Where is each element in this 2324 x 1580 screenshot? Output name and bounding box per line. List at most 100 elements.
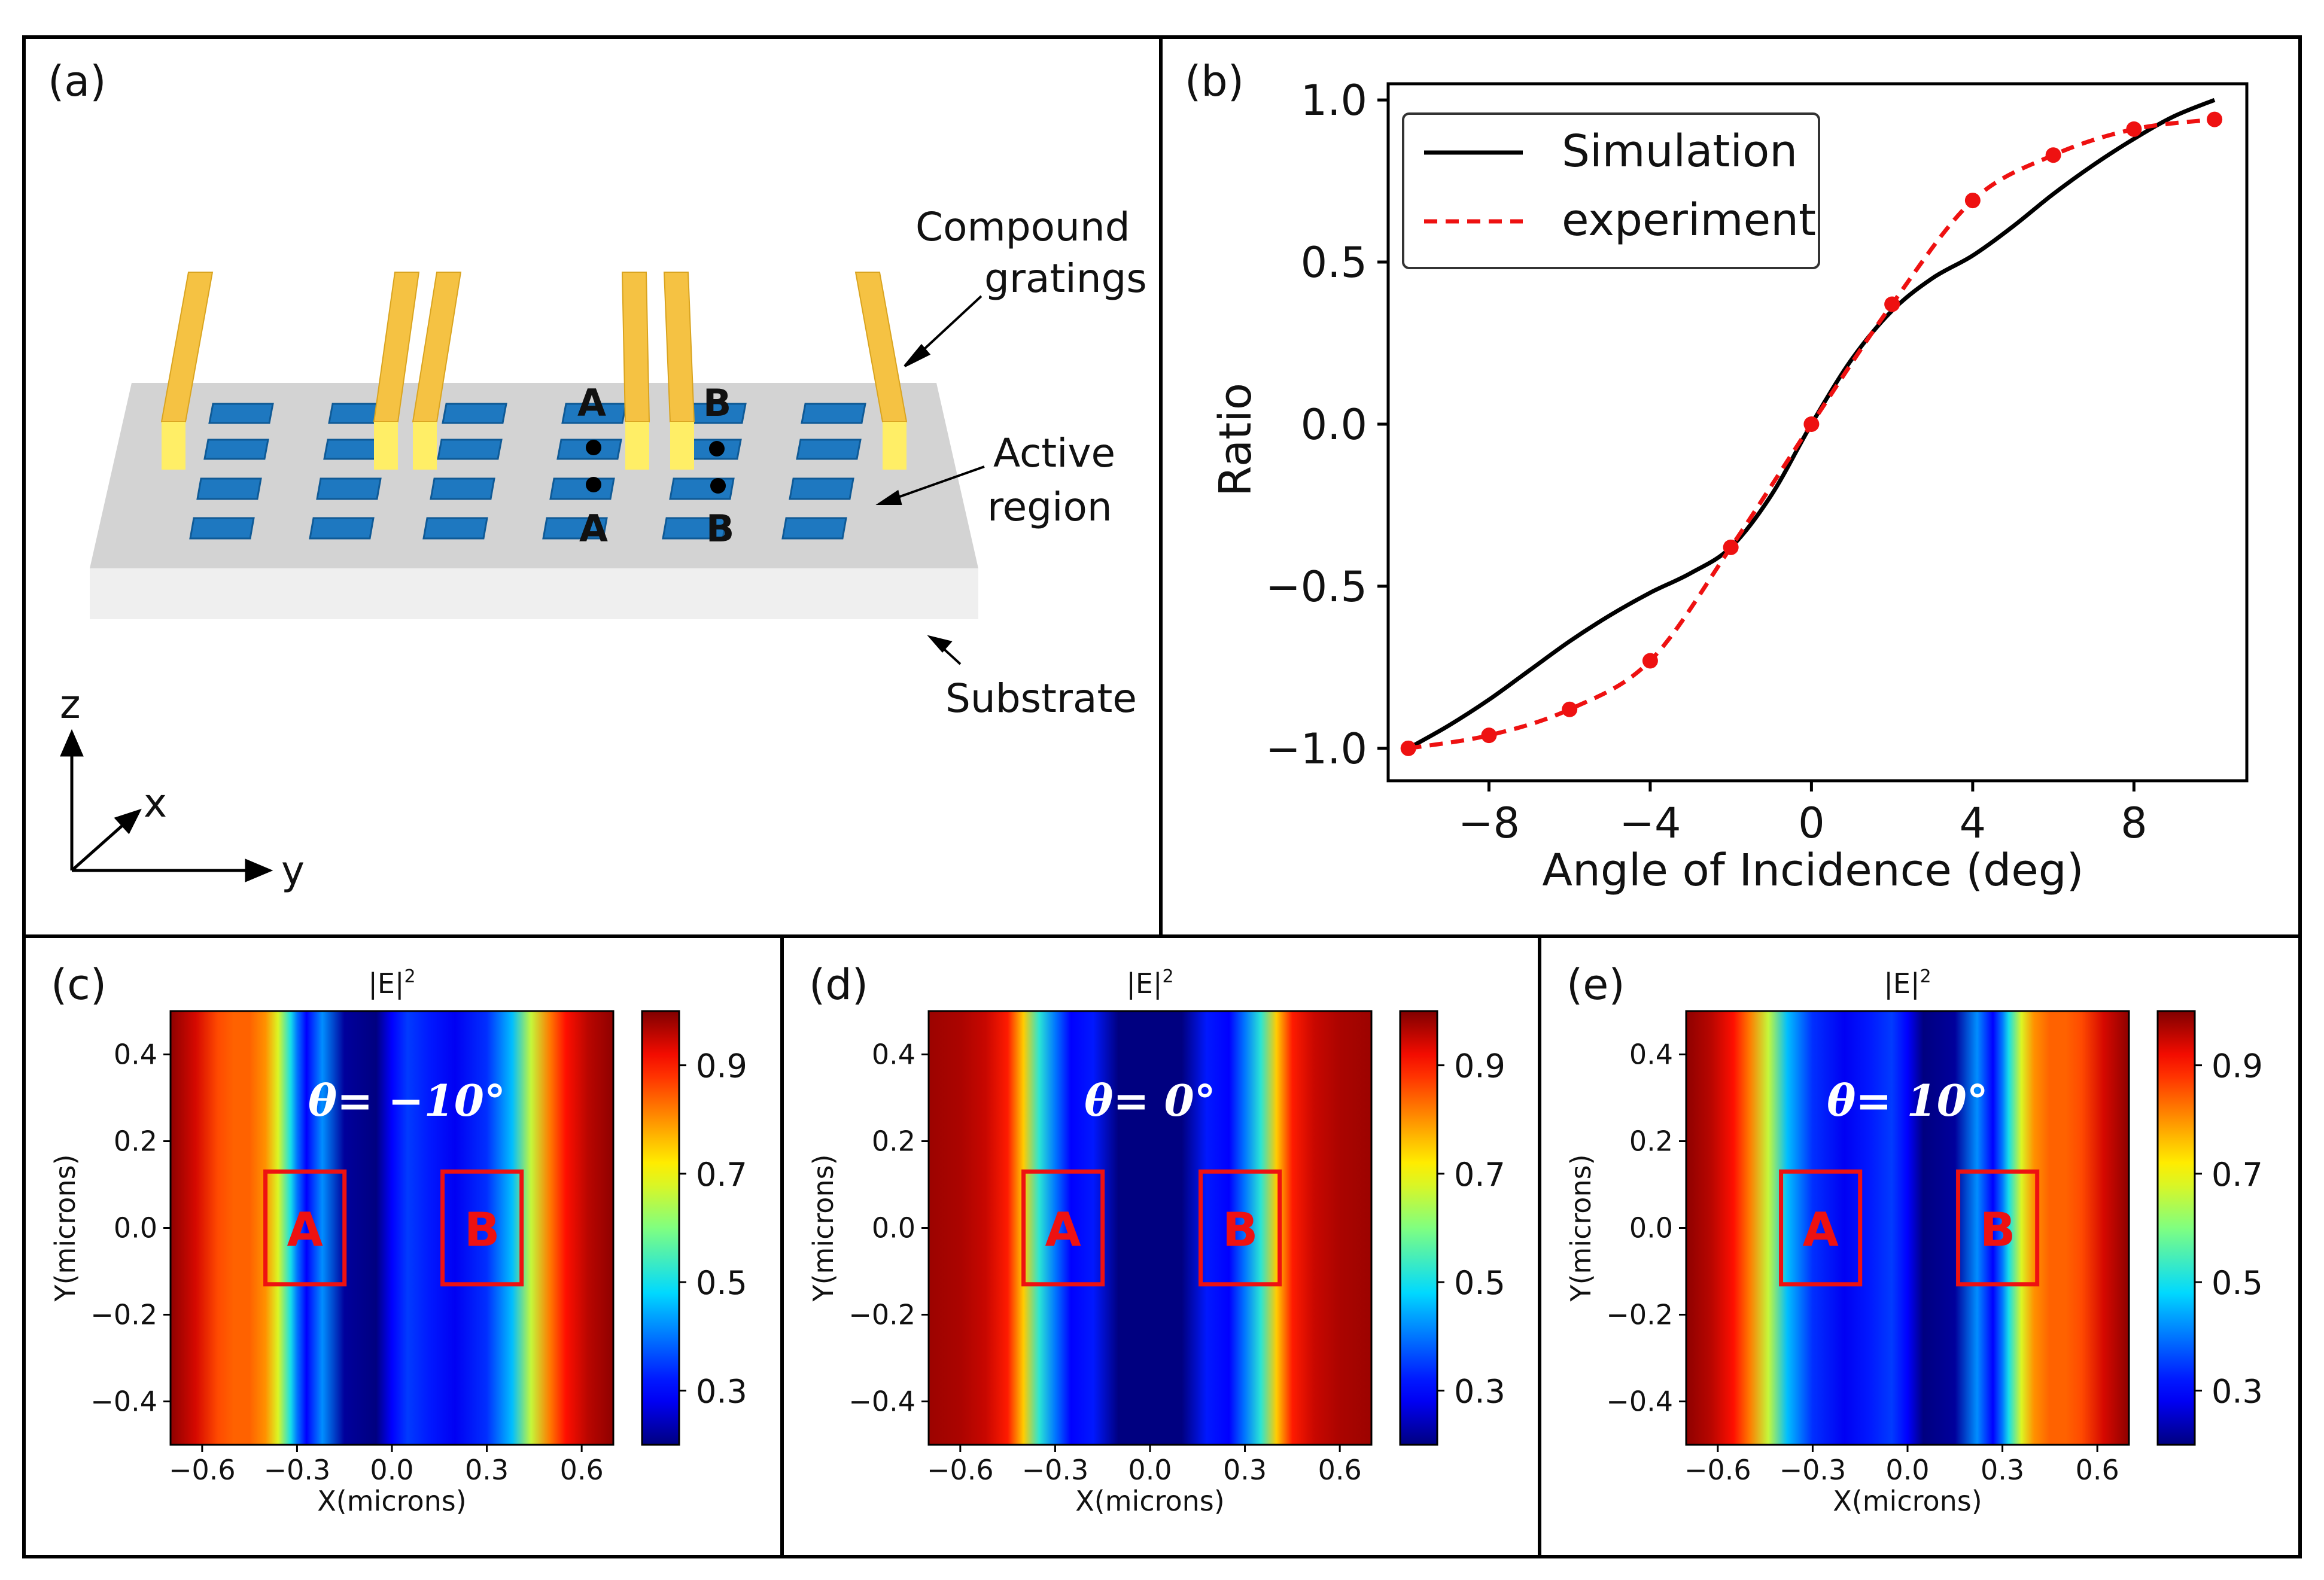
gratings-label-line1: Compound (915, 204, 1130, 250)
colorbar (1399, 1010, 1438, 1446)
region-box-a-label: A (1045, 1204, 1081, 1258)
x-tick-label: −0.6 (169, 1454, 236, 1486)
y-tick-label: 0.4 (1629, 1039, 1673, 1071)
grating-bar-end (883, 422, 907, 470)
y-tick-label: −0.4 (1606, 1386, 1673, 1418)
y-tick-label: 0.4 (114, 1039, 157, 1071)
x-axis-label: X(microns) (317, 1485, 466, 1517)
legend: Simulation experiment (1402, 112, 1820, 269)
experiment-point (1400, 740, 1416, 756)
title-base: |E| (1126, 967, 1162, 1000)
point-a-top-label: A (577, 381, 606, 425)
experiment-point (1964, 193, 1981, 209)
panel-label: (c) (51, 960, 107, 1009)
coordinate-axes (60, 729, 273, 882)
point-b-bottom-label: B (706, 507, 734, 550)
axis-x-label: x (144, 780, 167, 826)
y-axis-label: Y(microns) (807, 1154, 839, 1302)
colorbar-tick-label: 0.3 (696, 1372, 747, 1410)
point-a-bottom-label: A (579, 507, 608, 550)
y-tick-label: −0.2 (1606, 1299, 1673, 1331)
x-tick-label: 4 (1960, 799, 1987, 848)
colorbar-tick-label: 0.9 (1454, 1048, 1505, 1085)
active-block (796, 439, 862, 460)
active-block (189, 517, 255, 540)
x-axis-label: X(microns) (1075, 1485, 1224, 1517)
active-block (430, 477, 495, 500)
active-block (789, 477, 854, 500)
x-tick-label: −0.3 (1779, 1454, 1847, 1486)
heatmap-field (929, 1011, 1371, 1445)
field-panel-d: (d) |E|2 −0.6 −0.3 0.0 0.3 0.6 0.4 0.2 0.0 −0.2 −0.… (807, 960, 1505, 1517)
y-tick-label: 0.2 (114, 1125, 157, 1158)
axis-z-label: z (60, 681, 81, 727)
x-tick-label: 0.0 (370, 1454, 413, 1486)
region-box-b-label: B (1222, 1204, 1258, 1258)
heatmap-title: |E|2 (1884, 966, 1931, 1000)
region-box-a (1779, 1169, 1863, 1287)
panel-label: (d) (809, 960, 868, 1009)
region-box-b (1956, 1169, 2040, 1287)
y-tick-label: −1.0 (1266, 724, 1367, 774)
y-tick-label: −0.4 (848, 1386, 915, 1418)
active-block (781, 517, 847, 540)
y-tick-label: −0.5 (1266, 562, 1367, 611)
point-b-dot (710, 478, 726, 494)
active-label-line1: Active (993, 430, 1115, 476)
y-tick-label: −0.2 (848, 1299, 915, 1331)
colorbar-tick-label: 0.9 (2212, 1048, 2263, 1085)
x-tick-label: −0.6 (927, 1454, 994, 1486)
active-block (203, 439, 269, 460)
active-block (442, 403, 507, 424)
active-block (549, 477, 615, 500)
active-block (437, 439, 503, 460)
x-tick-label: 0.6 (2076, 1454, 2119, 1486)
x-tick-label: −0.6 (1684, 1454, 1751, 1486)
grating-bar-end (625, 422, 649, 470)
x-tick-label: −4 (1619, 799, 1681, 848)
y-tick-label: 0.0 (114, 1212, 157, 1244)
experiment-point (2126, 121, 2142, 137)
heatmap-title: |E|2 (368, 966, 415, 1000)
region-box-a-label: A (287, 1204, 323, 1258)
title-base: |E| (368, 967, 404, 1000)
legend-experiment-label: experiment (1562, 194, 1816, 246)
point-b-dot (709, 441, 725, 456)
x-tick-label: 0.6 (1318, 1454, 1362, 1486)
experiment-point (2207, 111, 2223, 127)
experiment-point (1481, 727, 1497, 744)
x-tick-label: 0.3 (465, 1454, 509, 1486)
experiment-point (1884, 296, 1900, 312)
region-box-b-label: B (464, 1204, 500, 1258)
x-tick-label: 8 (2121, 799, 2147, 848)
x-tick-label: −0.3 (264, 1454, 331, 1486)
x-axis-label: X(microns) (1833, 1485, 1982, 1517)
grating-bar-end (413, 422, 437, 470)
plot-area-frame (1386, 82, 2249, 783)
gratings-label-line2: gratings (984, 255, 1147, 302)
region-box-b (440, 1169, 524, 1287)
colorbar-tick-label: 0.5 (1454, 1264, 1505, 1302)
panel-b-label: (b) (1185, 57, 1244, 106)
point-a-dot (586, 440, 601, 455)
x-tick-label: −0.3 (1022, 1454, 1089, 1486)
y-tick-label: 1.0 (1301, 76, 1367, 125)
title-superscript: 2 (1920, 966, 1931, 987)
x-axis-label: Angle of Incidence (deg) (1542, 845, 2083, 896)
colorbar-tick-label: 0.7 (2212, 1156, 2263, 1194)
y-tick-label: 0.0 (872, 1212, 915, 1244)
x-tick-label: 0.0 (1885, 1454, 1929, 1486)
region-box-a-label: A (1802, 1204, 1838, 1258)
region-box-a (263, 1169, 347, 1287)
point-markers: A A B B (577, 381, 734, 550)
active-block (662, 517, 728, 540)
active-label-line2: region (987, 484, 1112, 530)
heatmap-field (171, 1011, 613, 1445)
x-tick-label: −8 (1458, 799, 1520, 848)
colorbar-tick-label: 0.9 (696, 1048, 747, 1085)
y-tick-label: −0.4 (90, 1386, 157, 1418)
y-tick-label: 0.0 (1301, 400, 1367, 449)
grating-bar (621, 272, 650, 422)
colorbar-tick-label: 0.3 (2212, 1372, 2263, 1410)
experiment-point (1803, 416, 1820, 432)
